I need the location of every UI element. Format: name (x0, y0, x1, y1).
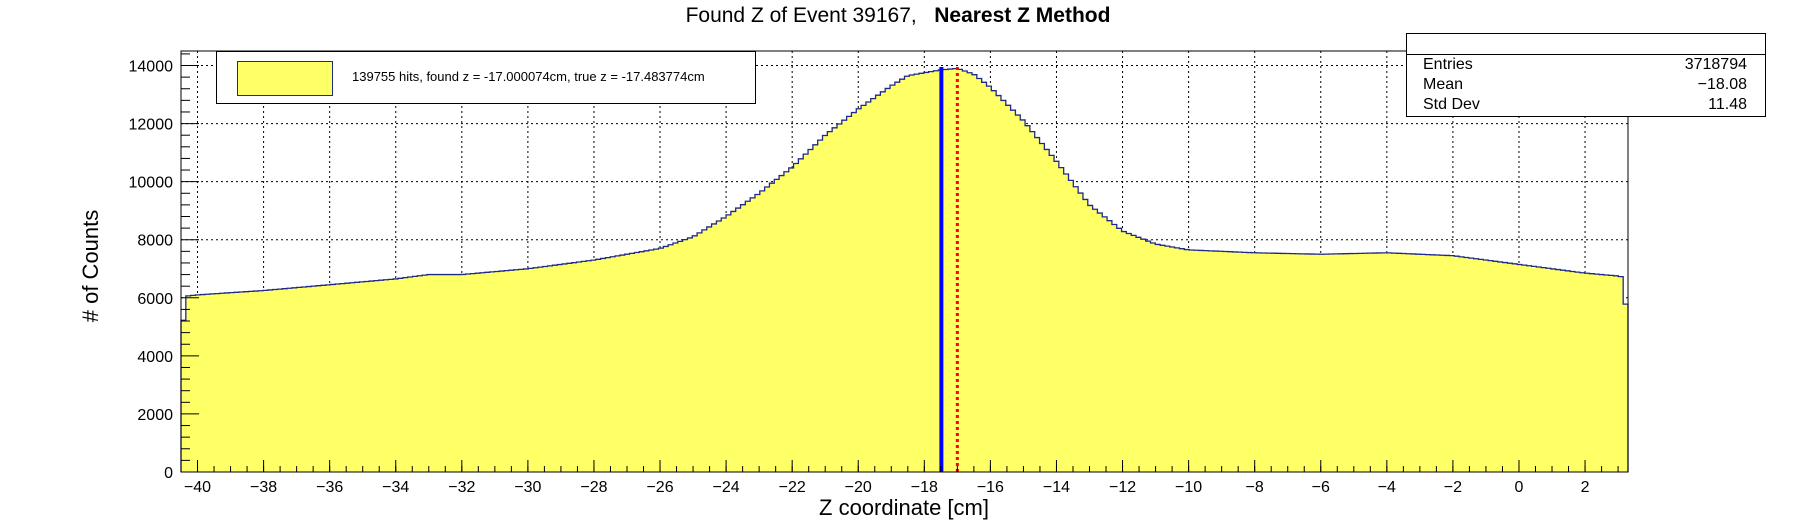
x-tick-label: −22 (779, 479, 806, 496)
stats-label: Entries (1423, 56, 1473, 73)
y-tick-label: 4000 (137, 349, 173, 366)
title-main: Found Z of Event 39167, (685, 4, 917, 27)
x-tick-label: −30 (514, 479, 541, 496)
histogram-fill (181, 68, 1628, 472)
x-tick-label: −2 (1444, 479, 1462, 496)
stats-label: Std Dev (1423, 96, 1480, 113)
stats-value: 11.48 (1708, 96, 1747, 113)
x-tick-label: 0 (1515, 479, 1524, 496)
x-tick-label: −16 (977, 479, 1004, 496)
x-axis-label: Z coordinate [cm] (819, 495, 989, 520)
x-tick-label: −14 (1043, 479, 1070, 496)
stats-row-mean: Mean −18.08 (1407, 75, 1765, 95)
y-tick-label: 2000 (137, 407, 173, 424)
stats-value: −18.08 (1697, 76, 1747, 93)
x-tick-label: −40 (184, 479, 211, 496)
legend-box: 139755 hits, found z = -17.000074cm, tru… (216, 51, 756, 104)
x-tick-label: −4 (1378, 479, 1396, 496)
x-tick-label: −12 (1109, 479, 1136, 496)
stats-value: 3718794 (1684, 56, 1747, 73)
legend-label: 139755 hits, found z = -17.000074cm, tru… (352, 69, 705, 84)
x-tick-label: −18 (911, 479, 938, 496)
x-tick-label: −20 (845, 479, 872, 496)
y-tick-label: 14000 (129, 59, 174, 76)
x-tick-label: −28 (580, 479, 607, 496)
stats-box: Entries 3718794 Mean −18.08 Std Dev 11.4… (1406, 33, 1766, 117)
stats-row-stddev: Std Dev 11.48 (1407, 95, 1765, 115)
title-method: Nearest Z Method (934, 4, 1111, 27)
x-tick-label: −34 (382, 479, 409, 496)
stats-header (1407, 34, 1765, 55)
x-tick-label: −38 (250, 479, 277, 496)
x-tick-label: −24 (713, 479, 740, 496)
x-tick-label: −6 (1312, 479, 1330, 496)
chart-title: Found Z of Event 39167, Nearest Z Method (0, 4, 1796, 28)
stats-row-entries: Entries 3718794 (1407, 55, 1765, 75)
x-tick-label: −32 (448, 479, 475, 496)
x-tick-label: −26 (646, 479, 673, 496)
x-tick-label: −36 (316, 479, 343, 496)
y-tick-label: 6000 (137, 291, 173, 308)
stats-label: Mean (1423, 76, 1464, 93)
y-tick-label: 12000 (129, 117, 174, 134)
y-tick-label: 10000 (129, 175, 174, 192)
histogram-outline (180, 67, 1629, 472)
x-tick-label: −8 (1246, 479, 1264, 496)
y-tick-label: 0 (164, 465, 173, 482)
y-axis-label: # of Counts (78, 210, 103, 323)
x-tick-label: −10 (1175, 479, 1202, 496)
x-tick-label: 2 (1581, 479, 1590, 496)
marker-layer (939, 67, 959, 472)
axis-layer: −40 −38 −36 −34 −32 −30 −28 −26 −24 −22 −20 −18 −16−… (129, 53, 1619, 496)
legend-swatch (237, 61, 333, 96)
y-tick-label: 8000 (137, 233, 173, 250)
plot-frame (180, 50, 1629, 473)
